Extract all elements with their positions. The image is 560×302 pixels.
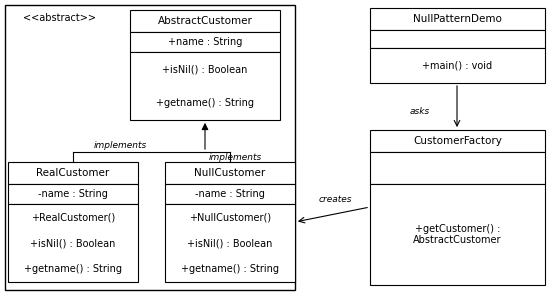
Text: +getname() : String: +getname() : String bbox=[181, 264, 279, 274]
Bar bbox=[130, 10, 280, 32]
Text: implements: implements bbox=[94, 140, 147, 149]
Text: +getname() : String: +getname() : String bbox=[24, 264, 122, 274]
Bar bbox=[130, 32, 280, 52]
Text: RealCustomer: RealCustomer bbox=[36, 168, 110, 178]
Bar bbox=[8, 184, 138, 204]
Text: NullPatternDemo: NullPatternDemo bbox=[413, 14, 502, 24]
Text: +isNil() : Boolean: +isNil() : Boolean bbox=[187, 238, 273, 248]
Bar bbox=[370, 152, 545, 184]
Bar bbox=[370, 8, 545, 30]
Text: CustomerFactory: CustomerFactory bbox=[413, 136, 502, 146]
Text: creates: creates bbox=[318, 195, 352, 204]
Bar bbox=[370, 30, 545, 48]
Bar bbox=[8, 204, 138, 282]
Bar bbox=[165, 162, 295, 184]
Bar bbox=[8, 162, 138, 184]
Bar bbox=[370, 130, 545, 152]
Text: +name : String: +name : String bbox=[168, 37, 242, 47]
Text: +isNil() : Boolean: +isNil() : Boolean bbox=[162, 64, 248, 74]
Text: +getname() : String: +getname() : String bbox=[156, 98, 254, 108]
Text: -name : String: -name : String bbox=[195, 189, 265, 199]
Text: +RealCustomer(): +RealCustomer() bbox=[31, 212, 115, 222]
Text: <<abstract>>: <<abstract>> bbox=[24, 13, 96, 23]
Bar bbox=[165, 184, 295, 204]
Bar bbox=[370, 48, 545, 83]
Bar bbox=[165, 204, 295, 282]
Text: implements: implements bbox=[208, 153, 262, 162]
Bar bbox=[130, 52, 280, 120]
Text: +NullCustomer(): +NullCustomer() bbox=[189, 212, 271, 222]
Bar bbox=[370, 184, 545, 285]
Text: +isNil() : Boolean: +isNil() : Boolean bbox=[30, 238, 116, 248]
Text: +getCustomer() :
AbstractCustomer: +getCustomer() : AbstractCustomer bbox=[413, 224, 502, 245]
Text: -name : String: -name : String bbox=[38, 189, 108, 199]
Text: asks: asks bbox=[410, 108, 430, 117]
Text: AbstractCustomer: AbstractCustomer bbox=[157, 16, 253, 26]
Bar bbox=[5, 5, 295, 290]
Text: NullCustomer: NullCustomer bbox=[194, 168, 265, 178]
Text: +main() : void: +main() : void bbox=[422, 60, 493, 70]
